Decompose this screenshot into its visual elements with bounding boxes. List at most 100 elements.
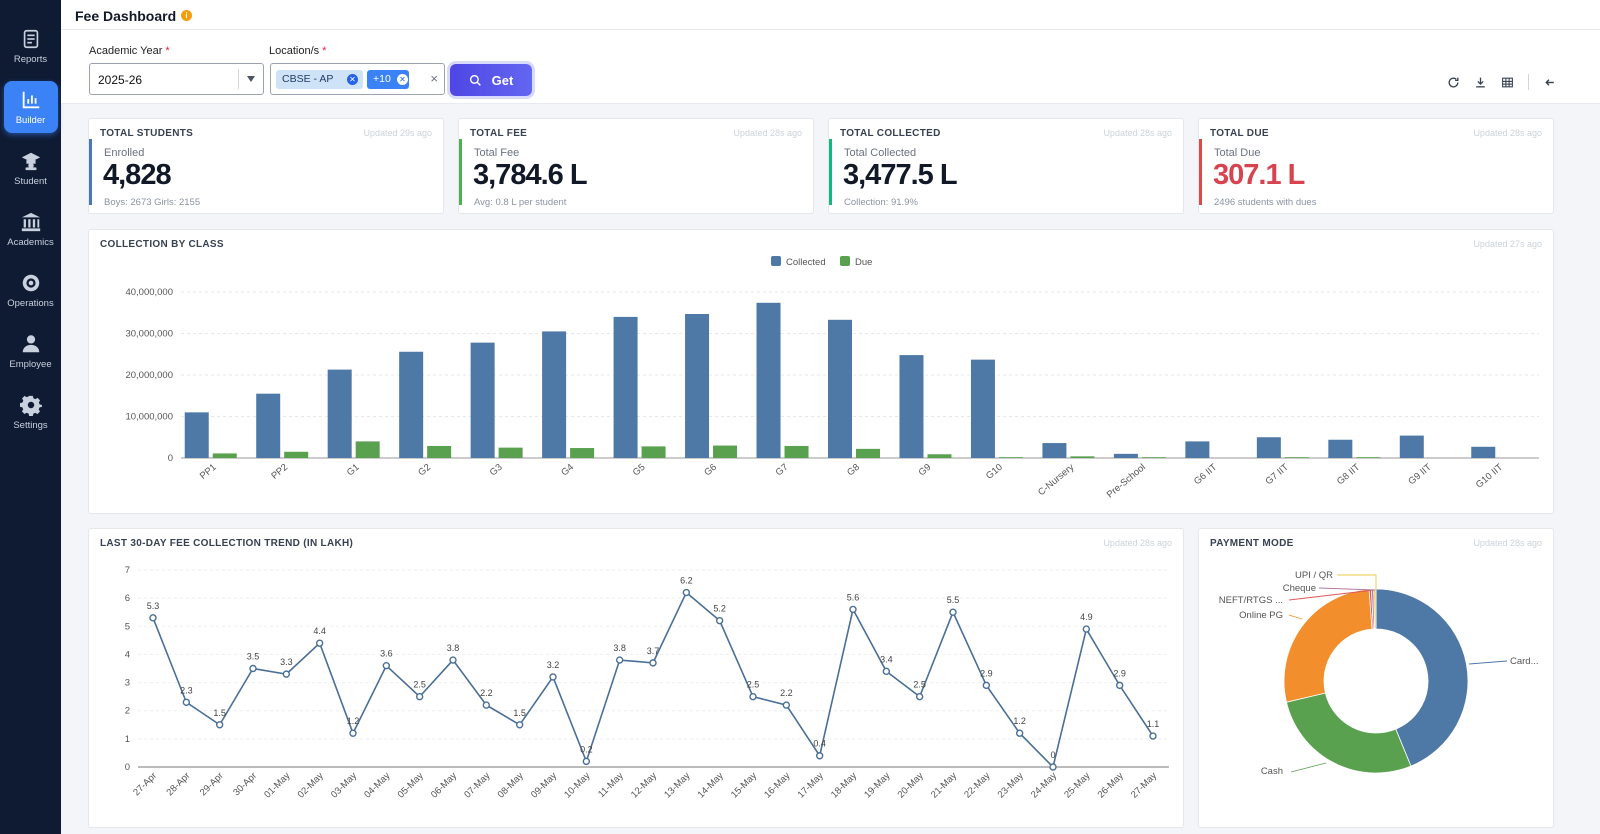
kpi-updated: Updated 28s ago xyxy=(1473,128,1542,138)
arrow-left-icon[interactable] xyxy=(1543,76,1556,89)
bar-due xyxy=(1284,457,1309,458)
data-point xyxy=(249,664,257,673)
x-tick-label: 11-May xyxy=(596,770,626,800)
leader-line xyxy=(1288,614,1303,620)
kpi-card-total-students: TOTAL STUDENTS Updated 29s ago Enrolled … xyxy=(88,118,444,214)
clear-icon[interactable]: × xyxy=(430,71,438,86)
kpi-subtitle: Enrolled xyxy=(104,147,145,159)
sidebar-item-operations[interactable]: Operations xyxy=(4,264,58,316)
collection-bar-chart: 0 10,000,000 20,000,000 30,000,000 40,000,00… xyxy=(125,256,1539,501)
kpi-value: 307.1 L xyxy=(1213,159,1305,191)
slice-label: Cash xyxy=(1261,766,1283,777)
data-label: 4.4 xyxy=(313,626,326,636)
data-point xyxy=(915,692,924,701)
grid-icon[interactable] xyxy=(1501,76,1514,89)
graduate-icon xyxy=(21,152,40,170)
bar-collected xyxy=(685,313,710,458)
get-button-label: Get xyxy=(491,72,514,88)
data-label: 5.6 xyxy=(847,592,860,602)
sidebar-item-employee[interactable]: Employee xyxy=(4,325,58,377)
location-label: Location/s * xyxy=(269,45,327,57)
data-point xyxy=(882,667,891,676)
data-point xyxy=(482,701,491,709)
bar-due xyxy=(355,441,380,458)
chart-updated: Updated 28s ago xyxy=(1103,538,1172,548)
bar-due xyxy=(998,457,1023,458)
leader-line xyxy=(1290,762,1327,773)
data-label: 1.2 xyxy=(347,716,360,726)
x-tick-label: G6 xyxy=(702,462,719,479)
chevron-down-icon[interactable] xyxy=(247,76,255,82)
x-tick-label: 09-May xyxy=(529,770,559,800)
download-icon[interactable] xyxy=(1474,76,1487,89)
data-point xyxy=(582,757,591,766)
bar-chart-icon xyxy=(22,91,39,108)
data-point xyxy=(649,659,657,667)
bar-due xyxy=(1356,457,1381,458)
bar-collected xyxy=(1256,437,1281,458)
sidebar-item-settings[interactable]: Settings xyxy=(4,386,58,438)
info-icon[interactable]: i xyxy=(181,10,192,21)
data-point xyxy=(449,656,457,664)
pie-slice xyxy=(1375,588,1469,767)
y-tick-label: 10,000,000 xyxy=(125,412,173,423)
academic-year-select[interactable]: 2025-26 xyxy=(89,63,264,95)
x-tick-label: 07-May xyxy=(462,770,492,800)
x-tick-label: 15-May xyxy=(729,770,759,800)
x-tick-label: G6 IIT xyxy=(1192,462,1219,488)
x-tick-label: 14-May xyxy=(696,770,726,800)
get-button[interactable]: Get xyxy=(450,64,532,96)
x-tick-label: G5 xyxy=(631,462,648,479)
legend-swatch-due xyxy=(840,256,850,266)
x-tick-label: G8 xyxy=(845,462,862,479)
kpi-subtitle: Total Due xyxy=(1214,147,1261,159)
kpi-value: 3,477.5 L xyxy=(843,159,958,191)
refresh-icon[interactable] xyxy=(1447,76,1460,89)
data-label: 0.4 xyxy=(813,739,826,749)
data-point xyxy=(1082,625,1091,633)
data-point xyxy=(749,692,757,701)
x-tick-label: 19-May xyxy=(862,770,892,800)
y-tick-label: 1 xyxy=(125,734,130,745)
x-tick-label: 20-May xyxy=(896,770,926,800)
bar-due xyxy=(927,454,952,458)
x-tick-label: 30-Apr xyxy=(231,770,259,798)
data-point xyxy=(415,692,424,701)
data-label: 1.1 xyxy=(1147,719,1160,729)
bar-collected xyxy=(970,359,995,458)
sidebar-item-student[interactable]: Student xyxy=(4,142,58,194)
bank-icon xyxy=(21,212,40,231)
data-point xyxy=(315,639,324,647)
toolbar xyxy=(1447,74,1556,90)
sidebar-item-builder[interactable]: Builder xyxy=(3,81,58,133)
sidebar-item-academics[interactable]: Academics xyxy=(4,203,58,255)
data-label: 3.3 xyxy=(280,657,293,667)
remove-chip-icon[interactable]: ✕ xyxy=(347,74,358,85)
location-multiselect[interactable]: CBSE - AP ✕ +10 ✕ × xyxy=(270,63,445,95)
trend-line-chart: 0 1 2 3 4 5 6 7 5.3 27-Apr 2.3 28-Apr 1.5 29-Apr 3.5 30… xyxy=(125,565,1169,801)
data-point xyxy=(515,721,524,729)
y-tick-label: 2 xyxy=(125,706,130,717)
location-more-chip[interactable]: +10 ✕ xyxy=(367,70,409,89)
data-label: 2.2 xyxy=(780,688,793,698)
remove-chip-icon[interactable]: ✕ xyxy=(397,74,408,85)
slice-label: Online PG xyxy=(1239,610,1283,621)
bar-collected xyxy=(1399,435,1424,458)
data-point xyxy=(782,701,791,709)
x-tick-label: C-Nursery xyxy=(1036,462,1076,498)
leader-line xyxy=(1468,660,1508,665)
x-tick-label: 13-May xyxy=(662,770,692,800)
data-point xyxy=(682,588,691,597)
y-tick-label: 7 xyxy=(125,565,130,576)
data-point xyxy=(349,729,357,737)
data-point xyxy=(615,656,624,664)
data-point xyxy=(215,721,224,729)
kpi-updated: Updated 28s ago xyxy=(1103,128,1172,138)
data-point xyxy=(282,670,291,678)
data-label: 5.3 xyxy=(147,601,160,611)
cog-badge-icon xyxy=(22,274,39,291)
bar-collected xyxy=(184,412,209,458)
kpi-updated: Updated 28s ago xyxy=(733,128,802,138)
payment-mode-card: PAYMENT MODE Updated 28s ago Card... Cash… xyxy=(1198,528,1554,828)
sidebar-item-reports[interactable]: Reports xyxy=(4,20,58,72)
